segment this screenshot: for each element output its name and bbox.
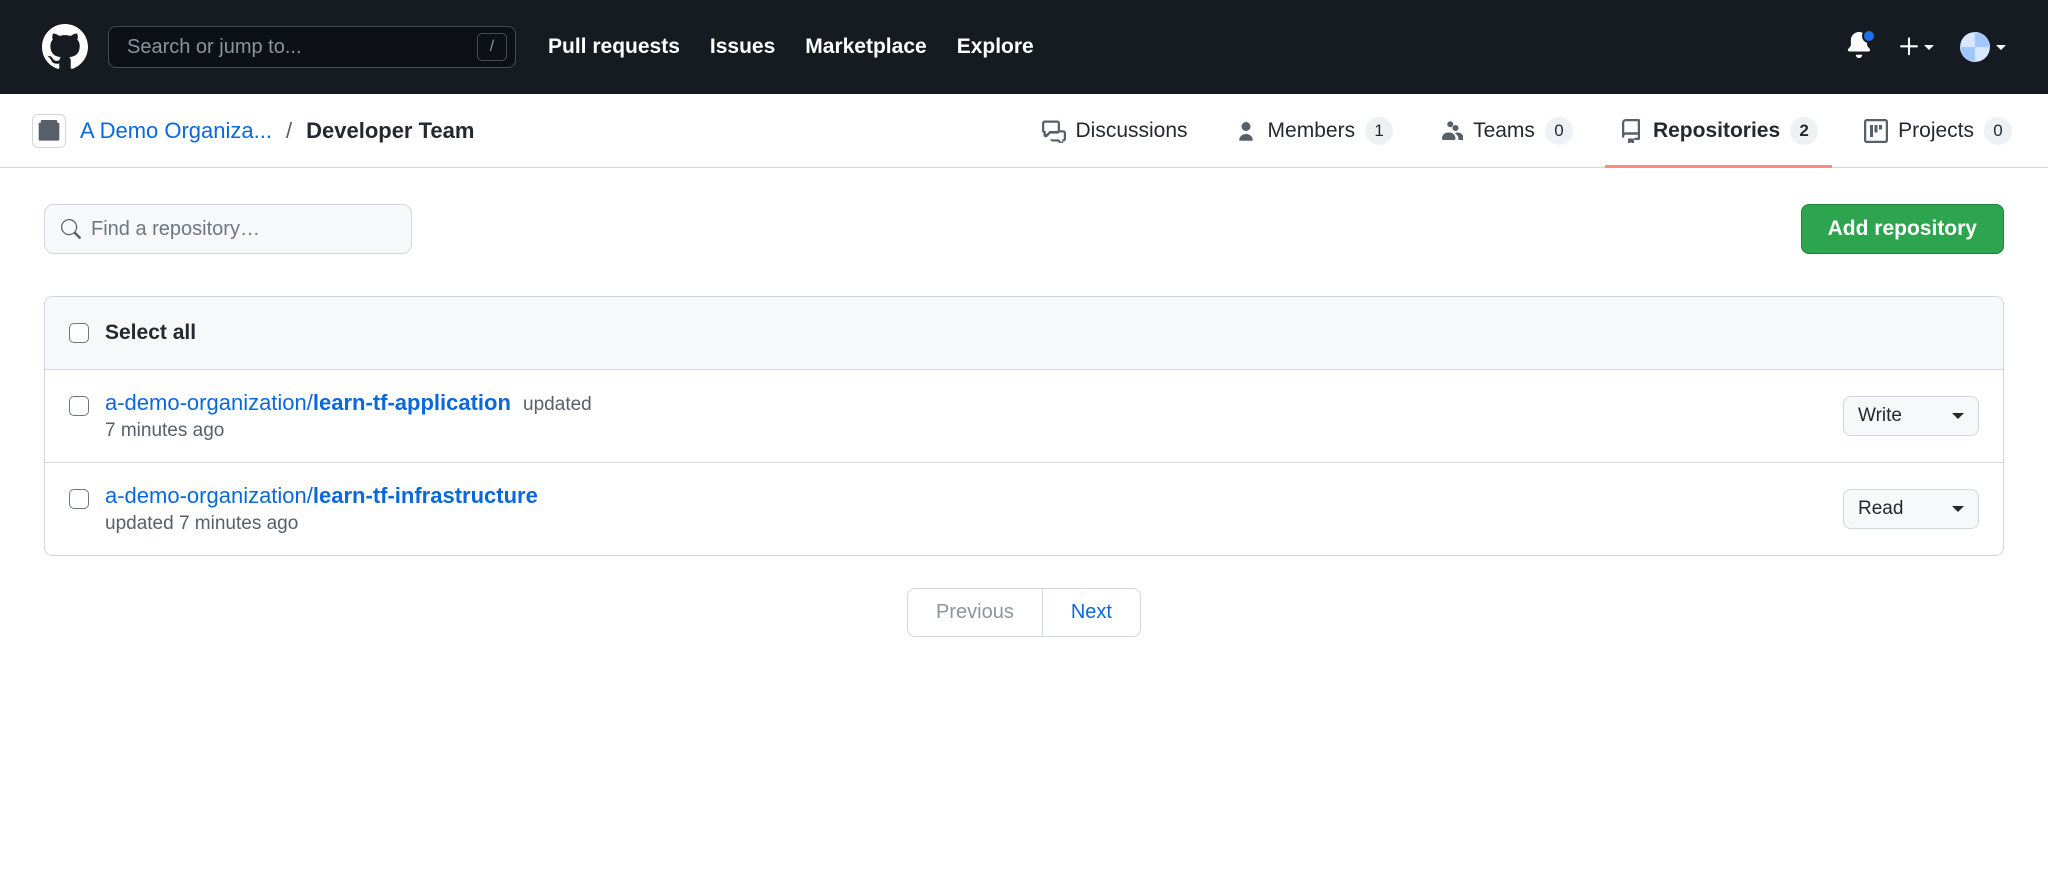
tab-counter: 0 [1984,117,2012,145]
chevron-down-icon [1996,45,2006,50]
breadcrumb-team: Developer Team [306,118,474,144]
permission-select[interactable]: Read [1843,489,1979,529]
pagination: Previous Next [44,588,2004,637]
header-actions [1846,32,2006,63]
person-icon [1234,119,1258,143]
chevron-down-icon [1952,413,1964,419]
global-search-input[interactable] [127,36,477,59]
updated-timestamp: updated 7 minutes ago [105,513,1827,535]
repo-org: a-demo-organization/ [105,483,313,508]
repository-info: a-demo-organization/learn-tf-infrastruct… [105,483,1827,535]
tab-counter: 0 [1545,117,1573,145]
updated-inline: updated [523,394,592,415]
repo-icon [1619,119,1643,143]
chevron-down-icon [1952,506,1964,512]
people-icon [1439,119,1463,143]
tab-label: Discussions [1076,119,1188,143]
tab-teams[interactable]: Teams 0 [1435,94,1577,167]
tab-discussions[interactable]: Discussions [1038,94,1192,167]
org-avatar-icon [32,114,66,148]
tab-label: Teams [1473,119,1535,143]
notification-dot-icon [1862,29,1876,43]
select-all-checkbox[interactable] [69,323,89,343]
team-nav: A Demo Organiza... / Developer Team Disc… [0,94,2048,168]
global-header: / Pull requests Issues Marketplace Explo… [0,0,2048,94]
find-repository-input[interactable] [91,218,395,241]
search-icon [61,219,81,239]
select-all-label: Select all [105,321,196,345]
repo-name: learn-tf-infrastructure [313,483,538,508]
tab-label: Projects [1898,119,1974,143]
tab-label: Members [1268,119,1356,143]
permission-value: Read [1858,498,1903,520]
tab-repositories[interactable]: Repositories 2 [1615,94,1822,167]
find-repository-search[interactable] [44,204,412,254]
tab-projects[interactable]: Projects 0 [1860,94,2016,167]
updated-timestamp: 7 minutes ago [105,420,1827,442]
repository-info: a-demo-organization/learn-tf-application… [105,390,1827,442]
permission-select[interactable]: Write [1843,396,1979,436]
repo-org: a-demo-organization/ [105,390,313,415]
row-checkbox[interactable] [69,489,89,509]
repo-toolbar: Add repository [44,204,2004,254]
tab-counter: 1 [1365,117,1393,145]
select-all-row: Select all [45,297,2003,370]
repository-list: Select all a-demo-organization/learn-tf-… [44,296,2004,556]
project-icon [1864,119,1888,143]
primary-nav: Pull requests Issues Marketplace Explore [548,35,1034,59]
breadcrumb-org[interactable]: A Demo Organiza... [80,118,272,144]
user-menu[interactable] [1960,32,2006,62]
tab-members[interactable]: Members 1 [1230,94,1398,167]
add-repository-button[interactable]: Add repository [1801,204,2004,254]
create-menu[interactable] [1898,36,1934,58]
slash-shortcut-badge: / [477,33,507,61]
next-button[interactable]: Next [1043,589,1140,636]
notifications-button[interactable] [1846,32,1872,63]
avatar-icon [1960,32,1990,62]
breadcrumb-separator: / [286,118,292,144]
repository-row: a-demo-organization/learn-tf-application… [45,370,2003,463]
nav-pull-requests[interactable]: Pull requests [548,35,680,59]
repository-link[interactable]: a-demo-organization/learn-tf-application [105,390,517,415]
repository-link[interactable]: a-demo-organization/learn-tf-infrastruct… [105,483,538,508]
team-tabs: Discussions Members 1 Teams 0 Repositori… [1038,94,2017,167]
previous-button[interactable]: Previous [908,589,1043,636]
repo-name: learn-tf-application [313,390,511,415]
nav-explore[interactable]: Explore [957,35,1034,59]
permission-value: Write [1858,405,1902,427]
row-checkbox[interactable] [69,396,89,416]
pager: Previous Next [907,588,1141,637]
tab-label: Repositories [1653,119,1780,143]
tab-counter: 2 [1790,117,1818,145]
repository-row: a-demo-organization/learn-tf-infrastruct… [45,463,2003,555]
global-search[interactable]: / [108,26,516,68]
main-content: Add repository Select all a-demo-organiz… [0,168,2048,673]
nav-marketplace[interactable]: Marketplace [805,35,926,59]
plus-icon [1898,36,1920,58]
chevron-down-icon [1924,45,1934,50]
nav-issues[interactable]: Issues [710,35,775,59]
github-logo-icon[interactable] [42,24,88,70]
discussion-icon [1042,119,1066,143]
